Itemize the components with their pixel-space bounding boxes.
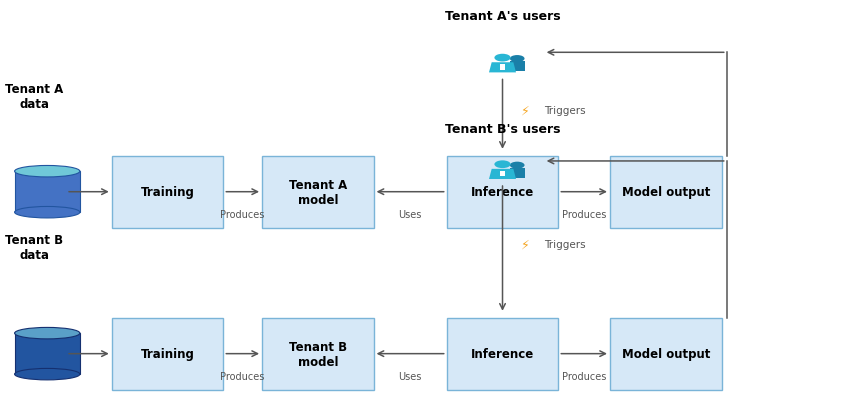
Text: Produces: Produces [562, 210, 606, 220]
Text: Tenant A
model: Tenant A model [289, 178, 347, 206]
Ellipse shape [15, 369, 80, 380]
Ellipse shape [15, 207, 80, 218]
Text: Training: Training [141, 186, 194, 199]
Ellipse shape [495, 161, 510, 169]
Text: Tenant B
data: Tenant B data [5, 234, 64, 262]
Ellipse shape [495, 55, 510, 62]
Polygon shape [489, 169, 516, 180]
Text: Triggers: Triggers [544, 240, 585, 249]
Text: Inference: Inference [471, 347, 534, 360]
Text: Uses: Uses [399, 371, 422, 381]
Text: Uses: Uses [399, 210, 422, 220]
FancyBboxPatch shape [112, 157, 223, 228]
Text: Triggers: Triggers [544, 106, 585, 116]
Ellipse shape [510, 56, 525, 63]
FancyBboxPatch shape [610, 318, 722, 389]
Text: Model output: Model output [622, 186, 710, 199]
Text: Training: Training [141, 347, 194, 360]
FancyBboxPatch shape [15, 172, 80, 213]
FancyBboxPatch shape [112, 318, 223, 389]
Text: Inference: Inference [471, 186, 534, 199]
Text: Tenant A
data: Tenant A data [5, 83, 64, 110]
Text: Produces: Produces [221, 210, 265, 220]
FancyBboxPatch shape [15, 333, 80, 374]
Text: Tenant B
model: Tenant B model [289, 340, 347, 368]
Text: Model output: Model output [622, 347, 710, 360]
Ellipse shape [510, 162, 525, 169]
FancyBboxPatch shape [500, 171, 505, 177]
Polygon shape [489, 63, 516, 73]
Ellipse shape [15, 328, 80, 339]
FancyBboxPatch shape [610, 157, 722, 228]
Text: Tenant B's users: Tenant B's users [445, 123, 560, 136]
Text: Produces: Produces [562, 371, 606, 381]
Text: ⚡: ⚡ [521, 238, 530, 251]
FancyBboxPatch shape [510, 169, 525, 179]
Text: Tenant A's users: Tenant A's users [445, 10, 560, 23]
FancyBboxPatch shape [262, 157, 374, 228]
FancyBboxPatch shape [447, 157, 558, 228]
FancyBboxPatch shape [510, 62, 525, 72]
Text: ⚡: ⚡ [521, 104, 530, 117]
Text: Produces: Produces [221, 371, 265, 381]
FancyBboxPatch shape [500, 65, 505, 70]
Ellipse shape [15, 166, 80, 178]
FancyBboxPatch shape [447, 318, 558, 389]
FancyBboxPatch shape [262, 318, 374, 389]
